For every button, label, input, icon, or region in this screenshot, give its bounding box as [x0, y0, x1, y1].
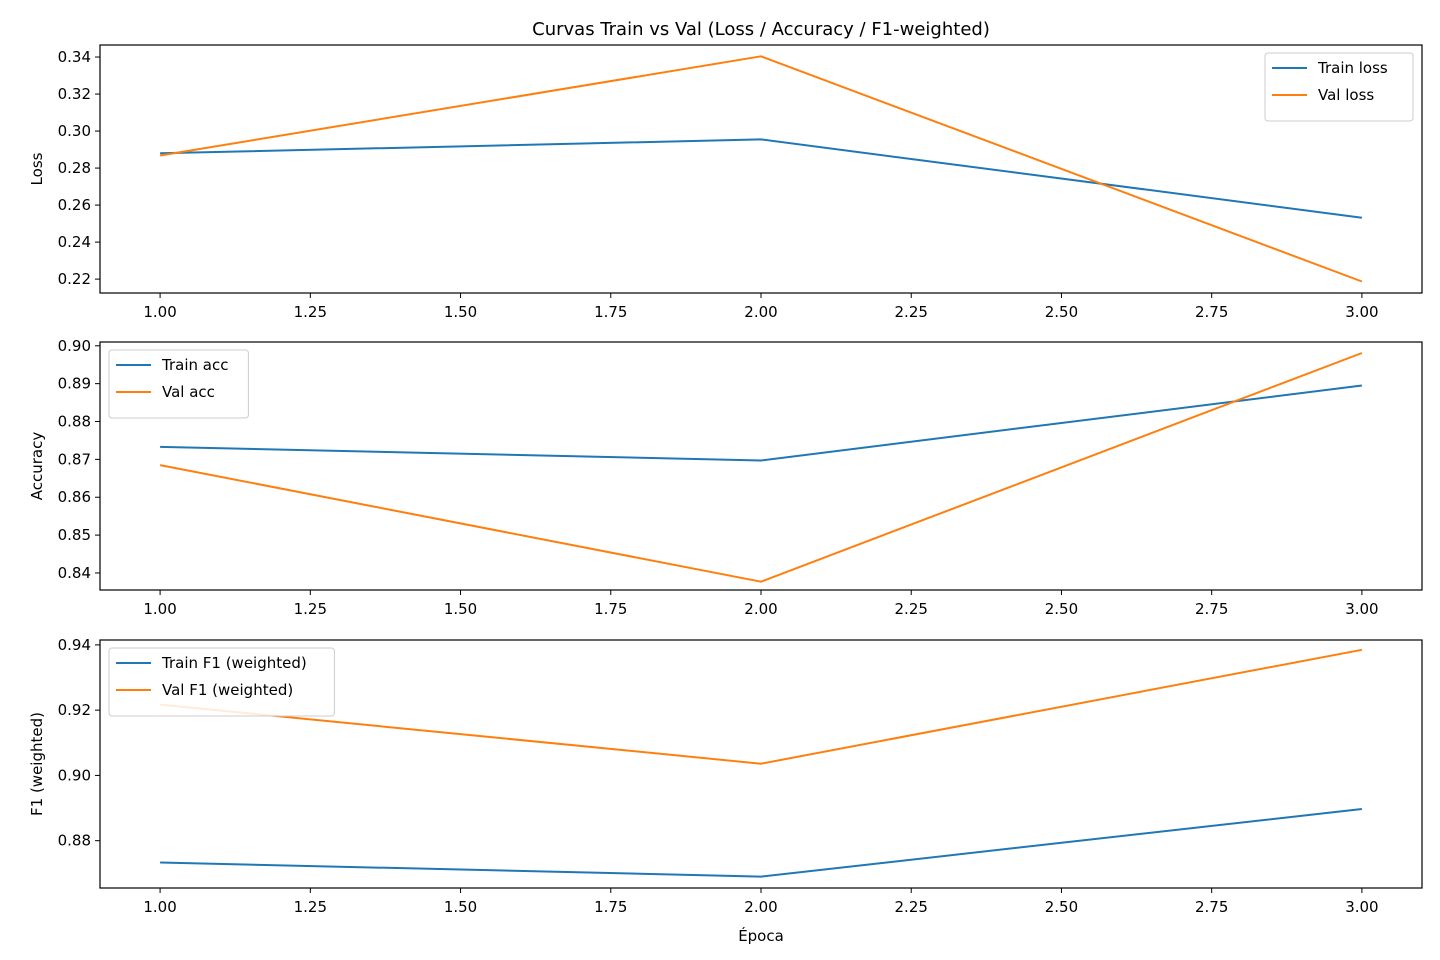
x-tick-label: 3.00	[1345, 303, 1378, 321]
y-tick-label: 0.89	[58, 375, 91, 393]
x-tick-label: 2.00	[744, 303, 777, 321]
y-tick-label: 0.34	[58, 48, 91, 66]
legend: Train acc Val acc	[108, 349, 249, 419]
figure-title: Curvas Train vs Val (Loss / Accuracy / F…	[532, 19, 990, 40]
y-tick-label: 0.94	[58, 636, 91, 654]
y-tick-label: 0.84	[58, 564, 91, 582]
x-tick-label: 1.25	[294, 303, 327, 321]
x-axis-label: Época	[738, 926, 784, 945]
x-tick-label: 2.50	[1045, 303, 1078, 321]
y-tick-label: 0.88	[58, 832, 91, 850]
series-line-val-loss	[159, 55, 1363, 283]
y-tick-label: 0.22	[58, 270, 91, 288]
x-tick-label: 1.25	[294, 898, 327, 916]
y-tick-label: 0.32	[58, 85, 91, 103]
legend-label: Val loss	[1318, 86, 1374, 104]
axes-frame	[99, 341, 1423, 591]
x-tick-label: 2.75	[1195, 600, 1228, 618]
legend-label: Val F1 (weighted)	[162, 681, 293, 699]
y-axis-label: Loss	[28, 152, 46, 185]
y-tick-label: 0.87	[58, 450, 91, 468]
x-tick-label: 1.75	[594, 303, 627, 321]
y-tick-label: 0.90	[58, 337, 91, 355]
series-line-train-acc	[160, 384, 1363, 462]
y-tick-label: 0.28	[58, 159, 91, 177]
x-tick-label: 1.75	[594, 600, 627, 618]
series-line-train-loss	[160, 138, 1363, 219]
legend: Train loss Val loss	[1264, 52, 1414, 122]
y-tick-label: 0.90	[58, 766, 91, 784]
x-tick-label: 2.25	[895, 600, 928, 618]
x-tick-label: 1.00	[143, 303, 176, 321]
series-line-train-f1-weighted	[160, 808, 1363, 878]
x-tick-label: 2.00	[744, 898, 777, 916]
x-tick-label: 1.50	[444, 898, 477, 916]
x-tick-label: 2.75	[1195, 303, 1228, 321]
y-tick-label: 0.86	[58, 488, 91, 506]
x-tick-label: 3.00	[1345, 600, 1378, 618]
y-axis-label: Accuracy	[28, 432, 46, 501]
x-tick-label: 2.50	[1045, 600, 1078, 618]
y-tick-label: 0.88	[58, 413, 91, 431]
axes-3: 1.00 1.25 1.50 1.75 2.00 2.25 2.50 2.75 3.00 0.88…	[28, 636, 1423, 916]
legend-label: Train F1 (weighted)	[161, 654, 307, 672]
x-tick-label: 2.25	[895, 898, 928, 916]
y-tick-label: 0.85	[58, 526, 91, 544]
x-tick-label: 2.75	[1195, 898, 1228, 916]
x-tick-label: 1.75	[594, 898, 627, 916]
x-tick-label: 1.00	[143, 600, 176, 618]
x-tick-label: 3.00	[1345, 898, 1378, 916]
y-axis-label: F1 (weighted)	[28, 712, 46, 816]
x-tick-label: 1.25	[294, 600, 327, 618]
x-tick-label: 2.25	[895, 303, 928, 321]
y-tick-label: 0.24	[58, 233, 91, 251]
series-line-val-acc	[159, 352, 1363, 583]
legend-box	[108, 647, 335, 717]
x-tick-label: 2.00	[744, 600, 777, 618]
legend-box	[108, 349, 249, 419]
x-tick-label: 1.00	[143, 898, 176, 916]
x-tick-label: 2.50	[1045, 898, 1078, 916]
y-tick-label: 0.30	[58, 122, 91, 140]
legend-label: Val acc	[162, 383, 215, 401]
axes-1: 1.00 1.25 1.50 1.75 2.00 2.25 2.50 2.75 3.00 0.22…	[28, 44, 1423, 321]
x-tick-label: 1.50	[444, 600, 477, 618]
x-tick-label: 1.50	[444, 303, 477, 321]
y-tick-label: 0.26	[58, 196, 91, 214]
legend-label: Train acc	[161, 356, 228, 374]
axes-frame	[99, 44, 1423, 294]
axes-2: 1.00 1.25 1.50 1.75 2.00 2.25 2.50 2.75 3.00 0.84…	[28, 337, 1423, 618]
series-line-val-f1-weighted	[160, 648, 1363, 765]
legend-label: Train loss	[1317, 59, 1388, 77]
legend-box	[1264, 52, 1414, 122]
y-tick-label: 0.92	[58, 701, 91, 719]
legend: Train F1 (weighted) Val F1 (weighted)	[108, 647, 335, 717]
